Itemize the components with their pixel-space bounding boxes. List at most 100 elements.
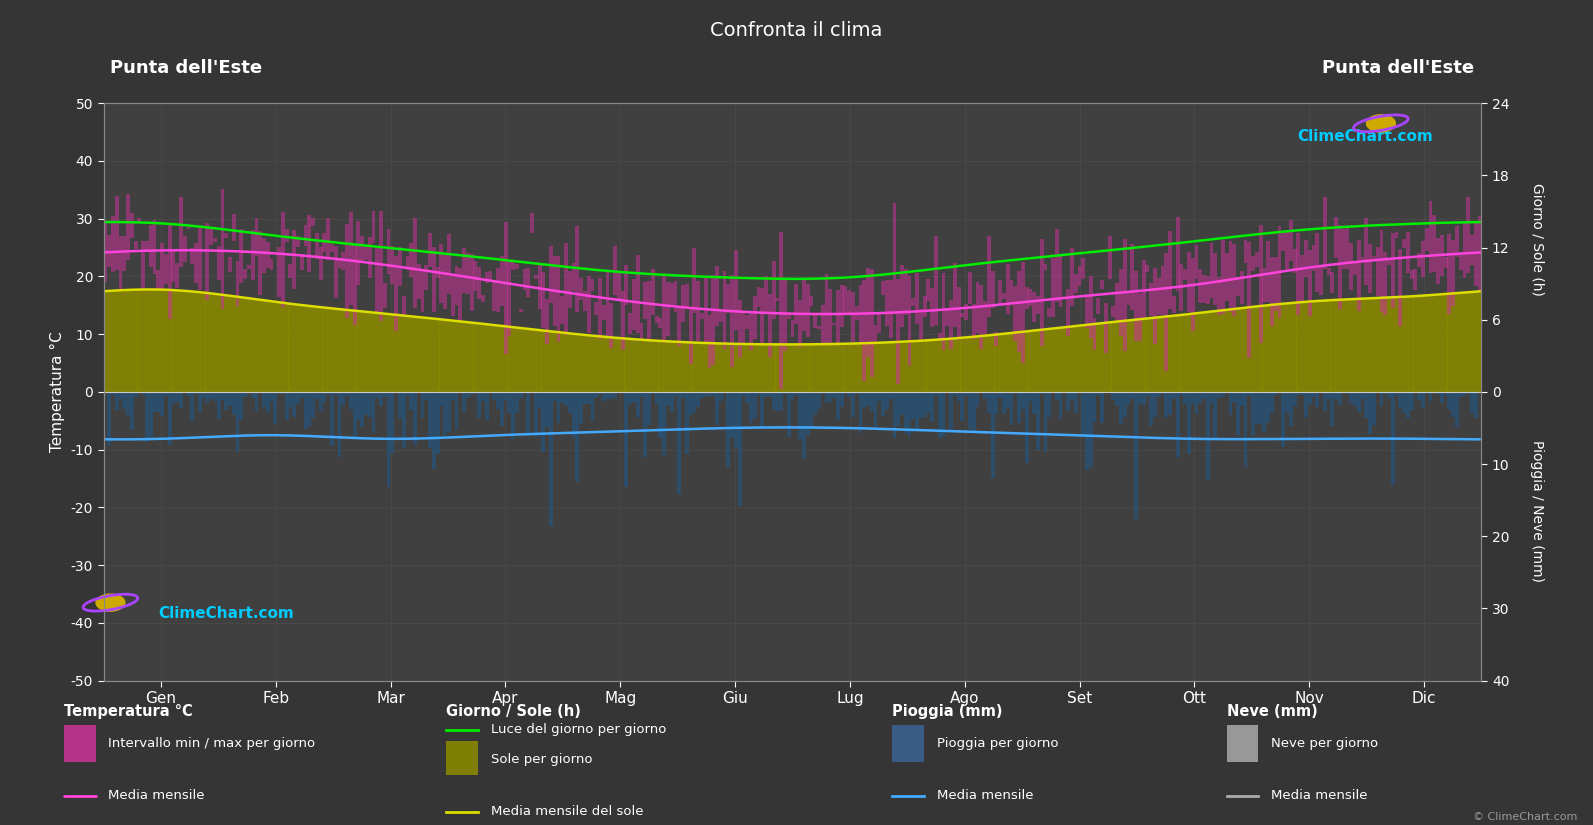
Bar bbox=[178, 392, 183, 408]
Bar bbox=[1168, 231, 1172, 309]
Bar bbox=[1376, 248, 1380, 296]
Bar bbox=[1410, 392, 1413, 410]
Bar bbox=[556, 256, 561, 342]
Bar bbox=[666, 392, 671, 406]
Bar bbox=[814, 314, 817, 328]
Bar bbox=[338, 261, 341, 268]
Bar bbox=[277, 247, 280, 297]
Bar bbox=[771, 344, 776, 392]
Bar bbox=[1055, 229, 1059, 302]
Bar bbox=[164, 290, 167, 392]
Bar bbox=[647, 280, 652, 340]
Bar bbox=[784, 344, 787, 392]
Bar bbox=[840, 285, 844, 328]
Bar bbox=[1137, 319, 1142, 392]
Bar bbox=[1437, 392, 1440, 394]
Bar bbox=[886, 392, 889, 410]
Bar bbox=[1462, 293, 1467, 392]
Bar bbox=[1346, 229, 1349, 269]
Bar bbox=[1289, 392, 1294, 427]
Bar bbox=[123, 236, 126, 271]
Bar bbox=[933, 340, 938, 392]
Bar bbox=[349, 392, 352, 408]
Bar bbox=[693, 342, 696, 392]
Bar bbox=[828, 344, 832, 392]
Bar bbox=[346, 392, 349, 396]
Bar bbox=[107, 235, 112, 267]
Bar bbox=[244, 392, 247, 397]
Bar bbox=[1209, 312, 1214, 392]
Bar bbox=[983, 301, 988, 337]
Bar bbox=[908, 342, 911, 392]
Bar bbox=[503, 392, 508, 400]
Bar bbox=[597, 392, 602, 394]
Bar bbox=[814, 344, 817, 392]
Bar bbox=[118, 237, 123, 290]
Bar bbox=[1311, 301, 1316, 392]
Bar bbox=[867, 268, 870, 357]
Bar bbox=[1096, 298, 1101, 314]
Bar bbox=[605, 270, 610, 336]
Text: Giorno / Sole (h): Giorno / Sole (h) bbox=[446, 704, 581, 719]
Bar bbox=[991, 335, 994, 392]
Bar bbox=[511, 328, 515, 392]
Bar bbox=[1090, 392, 1093, 467]
Bar bbox=[489, 325, 492, 392]
Bar bbox=[851, 392, 855, 417]
Bar bbox=[304, 224, 307, 246]
Text: Sole per giorno: Sole per giorno bbox=[491, 752, 593, 766]
Bar bbox=[961, 313, 964, 318]
Bar bbox=[247, 265, 250, 269]
Bar bbox=[1327, 392, 1330, 398]
Bar bbox=[225, 233, 228, 238]
Bar bbox=[454, 392, 459, 430]
Bar bbox=[1082, 325, 1085, 392]
Bar bbox=[746, 315, 749, 328]
Bar bbox=[104, 220, 107, 282]
Bar bbox=[202, 293, 205, 392]
Bar bbox=[564, 392, 569, 406]
Bar bbox=[738, 344, 742, 392]
Bar bbox=[1040, 239, 1043, 346]
Bar bbox=[1432, 215, 1437, 272]
Bar bbox=[526, 392, 530, 436]
Bar bbox=[1349, 243, 1352, 290]
Bar bbox=[1316, 233, 1319, 292]
Bar bbox=[1126, 293, 1131, 305]
Bar bbox=[495, 268, 500, 313]
Bar bbox=[115, 392, 119, 411]
Bar bbox=[481, 392, 484, 401]
Bar bbox=[335, 392, 338, 395]
Bar bbox=[1168, 316, 1172, 392]
Bar bbox=[715, 392, 718, 425]
Bar bbox=[489, 392, 492, 394]
Bar bbox=[1292, 249, 1297, 273]
Bar bbox=[508, 392, 511, 413]
Bar bbox=[1451, 392, 1454, 417]
Bar bbox=[561, 295, 564, 324]
Bar bbox=[688, 392, 693, 415]
Bar bbox=[1443, 392, 1448, 395]
Bar bbox=[1443, 257, 1448, 268]
Bar bbox=[1184, 392, 1187, 404]
Bar bbox=[357, 392, 360, 421]
Text: Punta dell'Este: Punta dell'Este bbox=[1322, 59, 1475, 78]
Bar bbox=[1376, 298, 1380, 392]
Bar bbox=[790, 392, 795, 398]
Bar bbox=[161, 290, 164, 392]
Bar bbox=[639, 340, 644, 392]
Bar bbox=[1195, 392, 1198, 414]
Bar bbox=[897, 342, 900, 392]
Bar bbox=[64, 724, 96, 761]
Bar bbox=[723, 271, 726, 349]
Bar bbox=[1338, 225, 1341, 309]
Bar bbox=[1281, 392, 1286, 447]
Bar bbox=[1021, 262, 1024, 364]
Bar bbox=[220, 190, 225, 309]
Bar bbox=[1035, 295, 1040, 314]
Bar bbox=[930, 340, 933, 392]
Bar bbox=[550, 392, 553, 526]
Bar bbox=[776, 344, 779, 392]
Bar bbox=[610, 337, 613, 392]
Bar bbox=[591, 336, 594, 392]
